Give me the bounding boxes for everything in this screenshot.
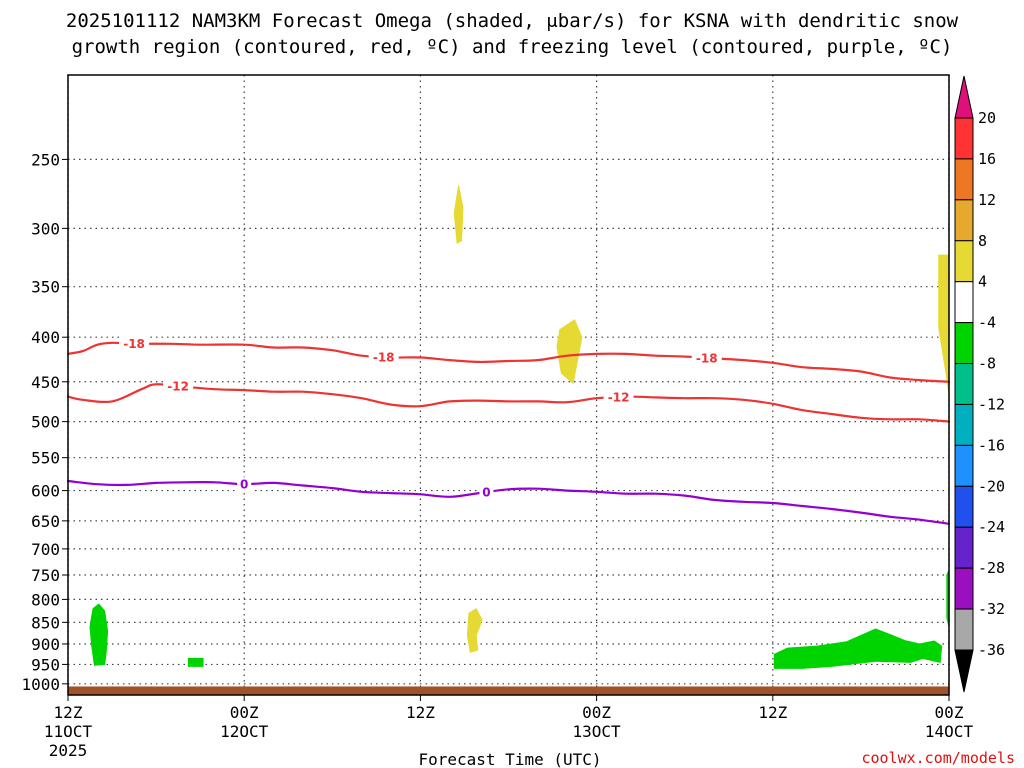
plot-frame [67,74,950,696]
y-tick-label: 350 [31,278,60,297]
contour-label: -18 [123,337,145,351]
contour-freezing-level [66,479,951,525]
colorbar-label: -24 [978,518,1005,536]
contour-label-bg [237,477,252,492]
colorbar-label: -36 [978,641,1005,659]
colorbar-segment [954,403,974,446]
contour-label: -12 [167,380,189,394]
x-tick-label: 2025 [49,741,88,760]
omega-region-descent-column-edge [938,254,950,395]
y-tick-label: 500 [31,413,60,432]
x-tick-label: 00Z [935,703,964,722]
colorbar-segment [954,567,974,610]
colorbar-label: -16 [978,436,1005,454]
y-tick-label: 550 [31,449,60,468]
y-tick-label: 950 [31,655,60,674]
colorbar-label: 16 [978,150,996,168]
colorbar-segment [954,608,974,651]
y-tick-label: 1000 [21,675,60,694]
colorbar-segment [954,158,974,201]
contour-label: 0 [240,478,248,492]
colorbar-label: -20 [978,477,1005,495]
y-tick-label: 700 [31,540,60,559]
contour-label: -18 [696,351,718,365]
y-tick-label: 600 [31,482,60,501]
ground-fill [68,686,949,695]
contour-label-bg [691,350,722,365]
colorbar-label: 8 [978,232,987,250]
contour-label: -12 [608,390,630,404]
y-tick-label: 850 [31,613,60,632]
y-tick-label: 450 [31,373,60,392]
x-axis-label: Forecast Time (UTC) [418,750,601,768]
colorbar-label: -8 [978,355,996,373]
colorbar-segment [954,444,974,487]
colorbar-segment [954,199,974,242]
x-tick-label: 00Z [230,703,259,722]
contour-label-bg [163,379,194,394]
contour-labels: -18 -18 -18 -12 -12 0 0 [119,336,722,500]
colorbar-segment [954,117,974,160]
omega-region-ascent-column-early [89,603,109,666]
y-tick-label: 400 [31,328,60,347]
colorbar-top-arrow [954,75,974,119]
colorbar-label: 12 [978,191,996,209]
contour-label-bg [119,336,150,351]
omega-region-descent-column-mid [556,319,583,384]
omega-region-ascent-blob-small [187,657,204,667]
x-tick-label: 13OCT [573,722,622,741]
colorbar-segment [954,485,974,528]
gridlines [67,75,950,695]
y-axis: 250 300 350 400 450 500 550 600 650 700 750 800 850 9… [21,150,68,694]
y-tick-label: 250 [31,150,60,169]
colorbar-segment [954,240,974,283]
colorbar-segment [954,281,974,324]
omega-shading [89,185,950,669]
y-tick-label: 650 [31,512,60,531]
contour-label-bg [368,350,399,365]
x-tick-label: 12OCT [220,722,269,741]
contour-label-bg [479,485,494,500]
colorbar-segment [954,363,974,405]
colorbar-label: -12 [978,395,1005,413]
chart-title-line-2: growth region (contoured, red, ºC) and f… [72,36,953,58]
omega-region-descent-column-upper [453,185,464,244]
ground-layer [68,686,949,695]
colorbar-label: 20 [978,109,996,127]
colorbar-bottom-arrow [954,649,974,693]
colorbar-label: -32 [978,600,1005,618]
y-tick-label: 900 [31,635,60,654]
colorbar-segment [954,526,974,569]
colorbar-label: -4 [978,314,996,332]
omega-region-ascent-region-late [773,628,943,669]
credit-text: coolwx.com/models [861,749,1015,767]
colorbar: 20 16 12 8 4 -4 -8 -12 -16 -20 -24 -28 -32 -36 [954,75,1005,693]
contour-label: -18 [373,351,395,365]
x-tick-label: 11OCT [44,722,93,741]
colorbar-label: -28 [978,559,1005,577]
contour-dgz-minus18 [66,341,951,383]
x-tick-label: 00Z [582,703,611,722]
x-tick-label: 12Z [406,703,435,722]
contour-label: 0 [482,486,490,500]
x-tick-label: 12Z [758,703,787,722]
contour-label-bg [603,389,634,404]
x-tick-label: 14OCT [925,722,974,741]
x-tick-label: 12Z [54,703,83,722]
y-tick-label: 750 [31,566,60,585]
y-tick-label: 800 [31,590,60,609]
chart-title-line-1: 2025101112 NAM3KM Forecast Omega (shaded… [66,10,959,32]
colorbar-label: 4 [978,273,987,291]
y-tick-label: 300 [31,219,60,238]
plot-area [68,75,949,695]
omega-region-descent-column-lower [466,608,483,653]
colorbar-segment [954,322,974,365]
